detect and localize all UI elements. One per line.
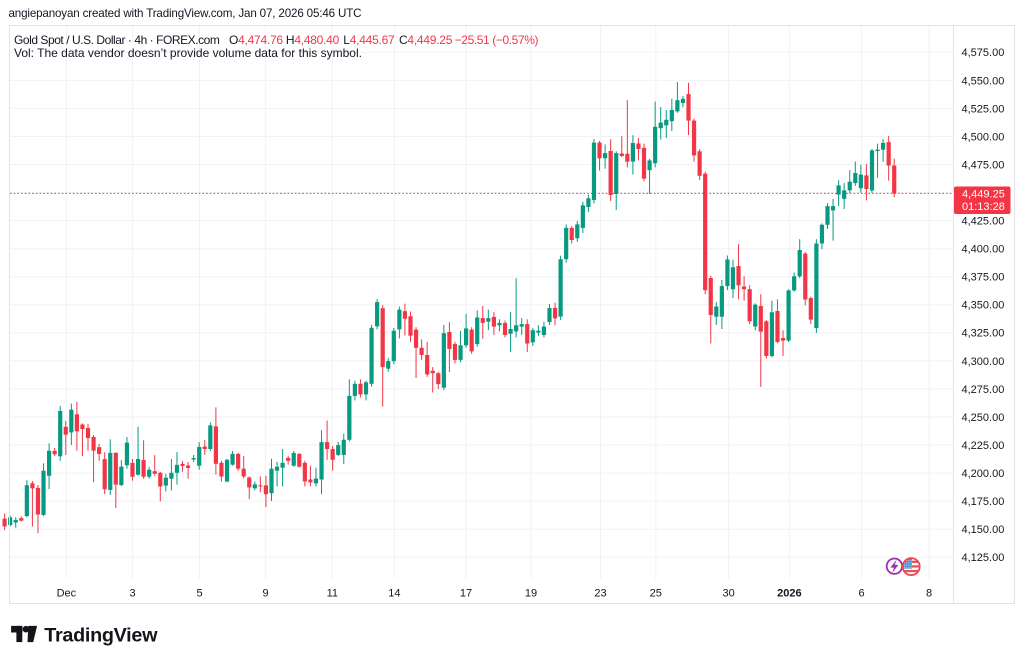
svg-text:4,325.00: 4,325.00 [962,328,1005,340]
svg-text:4,575.00: 4,575.00 [962,47,1005,59]
svg-text:4,175.00: 4,175.00 [962,496,1005,508]
svg-text:4,275.00: 4,275.00 [962,384,1005,396]
svg-text:25: 25 [650,588,662,600]
svg-text:4,150.00: 4,150.00 [962,524,1005,536]
svg-text:4,125.00: 4,125.00 [962,552,1005,564]
svg-text:2026: 2026 [777,588,801,600]
svg-text:TradingView: TradingView [44,624,158,646]
svg-text:4,400.00: 4,400.00 [962,244,1005,256]
svg-text:9: 9 [263,588,269,600]
svg-text:5: 5 [196,588,202,600]
svg-text:4,425.00: 4,425.00 [962,216,1005,228]
svg-text:11: 11 [327,588,338,600]
svg-text:4,500.00: 4,500.00 [962,131,1005,143]
svg-text:23: 23 [594,588,606,600]
svg-text:3: 3 [130,588,136,600]
svg-text:6: 6 [858,588,864,600]
svg-text:4,225.00: 4,225.00 [962,440,1005,452]
svg-text:4,550.00: 4,550.00 [962,75,1005,87]
svg-text:4,200.00: 4,200.00 [962,468,1005,480]
svg-text:4,300.00: 4,300.00 [962,356,1005,368]
svg-text:01:13:28: 01:13:28 [962,201,1005,213]
svg-text:14: 14 [388,588,400,600]
svg-text:4,250.00: 4,250.00 [962,412,1005,424]
svg-text:19: 19 [525,588,537,600]
svg-text:4,525.00: 4,525.00 [962,103,1005,115]
svg-text:Dec: Dec [57,588,77,600]
svg-text:17: 17 [460,588,472,600]
svg-text:4,449.25: 4,449.25 [962,188,1005,200]
svg-text:4,475.00: 4,475.00 [962,159,1005,171]
svg-text:4,375.00: 4,375.00 [962,272,1005,284]
svg-text:30: 30 [722,588,734,600]
svg-text:8: 8 [926,588,932,600]
svg-text:4,350.00: 4,350.00 [962,300,1005,312]
